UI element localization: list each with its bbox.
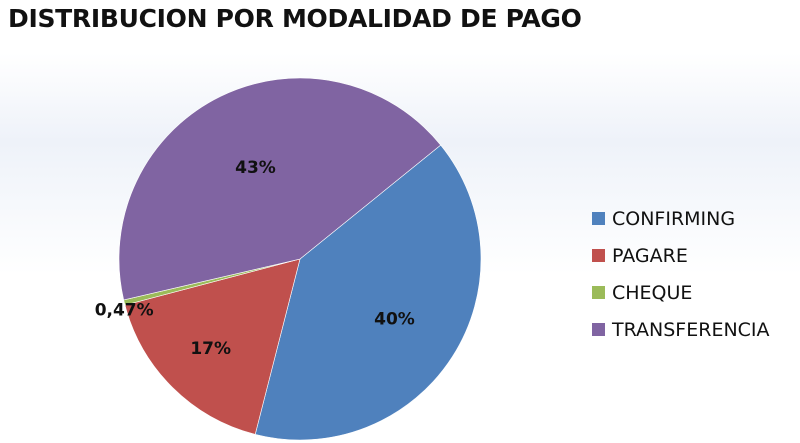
legend-swatch-pagare bbox=[592, 249, 605, 262]
legend-item-cheque: CHEQUE bbox=[592, 274, 770, 311]
data-label-transferencia: 43% bbox=[235, 158, 276, 178]
data-label-cheque: 0,47% bbox=[95, 300, 154, 320]
pie-slices bbox=[118, 77, 482, 441]
legend-label-transferencia: TRANSFERENCIA bbox=[612, 318, 770, 341]
chart-title: DISTRIBUCION POR MODALIDAD DE PAGO bbox=[8, 4, 582, 33]
legend-swatch-confirming bbox=[592, 212, 605, 225]
legend-label-cheque: CHEQUE bbox=[612, 281, 693, 304]
pie-slice-confirming bbox=[254, 144, 482, 441]
data-label-confirming: 40% bbox=[374, 310, 415, 330]
data-label-pagare: 17% bbox=[190, 339, 231, 359]
legend-item-confirming: CONFIRMING bbox=[592, 200, 770, 237]
legend-label-confirming: CONFIRMING bbox=[612, 207, 736, 230]
legend-item-pagare: PAGARE bbox=[592, 237, 770, 274]
legend-item-transferencia: TRANSFERENCIA bbox=[592, 311, 770, 348]
legend-swatch-transferencia bbox=[592, 323, 605, 336]
pie-slice-pagare bbox=[124, 258, 301, 435]
pie-data-labels: 40% 17% 0,47% 43% bbox=[95, 158, 415, 359]
legend-swatch-cheque bbox=[592, 286, 605, 299]
legend-label-pagare: PAGARE bbox=[612, 244, 688, 267]
pie-slice-transferencia bbox=[118, 77, 442, 301]
chart-legend: CONFIRMING PAGARE CHEQUE TRANSFERENCIA bbox=[592, 200, 770, 348]
